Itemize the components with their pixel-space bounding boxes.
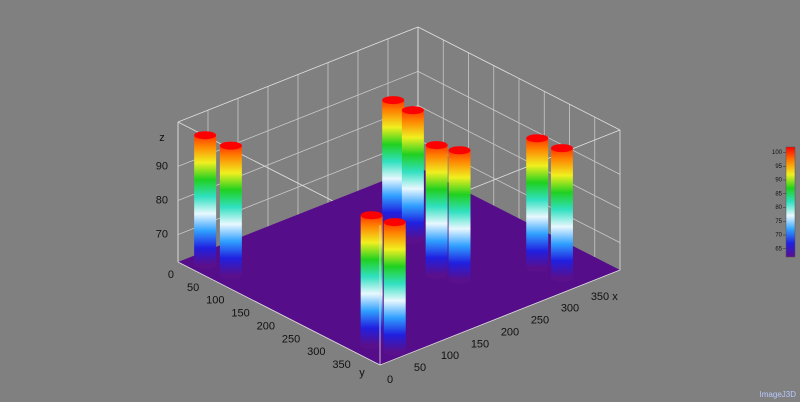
pillar [401, 106, 424, 244]
pillar-body [360, 215, 383, 345]
pillar-body [194, 135, 217, 265]
x-tick-label: 50 [414, 362, 426, 374]
watermark: ImageJ3D [760, 390, 797, 399]
pillar-cap [401, 106, 424, 115]
y-tick-label: 100 [206, 295, 224, 307]
grid-line [177, 139, 419, 236]
pillar-cap [382, 96, 405, 105]
y-tick-label: 200 [257, 320, 275, 332]
colorbar-bar [785, 146, 796, 258]
pillar-cap [550, 144, 573, 153]
y-tick-label: 150 [231, 308, 249, 320]
y-tick-label: 250 [282, 333, 300, 345]
colorbar-tick-label: 90 [775, 178, 782, 184]
pillar-body [401, 110, 424, 240]
colorbar-tick-label: 100 [772, 150, 783, 156]
colorbar-tick-label: 80 [775, 205, 782, 211]
pillar [382, 96, 405, 234]
grid-line [417, 70, 621, 175]
pillar [219, 141, 242, 280]
pillar-body [382, 100, 405, 230]
colorbar: 65 70 75 80 85 90 95 100 [772, 146, 796, 258]
pillar [360, 211, 383, 349]
pillar-cap [219, 141, 242, 150]
grid-line [177, 70, 419, 167]
x-tick-label: 350 [591, 291, 609, 303]
pillar-cap [425, 141, 448, 150]
pillar-body [526, 138, 549, 268]
pillar [526, 134, 549, 272]
z-axis-label: z [159, 132, 165, 144]
pillar-body [425, 145, 448, 275]
z-tick-label: 80 [156, 194, 168, 206]
box-edge [417, 26, 621, 131]
pillar-cap [526, 134, 549, 143]
colorbar-tick-label: 65 [775, 246, 782, 252]
colorbar-tick-label: 85 [775, 191, 782, 197]
axis-line [379, 269, 621, 366]
z-tick-label: 90 [156, 160, 168, 172]
pillar-body [383, 222, 406, 352]
y-tick-label: 50 [187, 282, 199, 294]
z-tick-label: 70 [156, 229, 168, 241]
pillar [425, 141, 448, 279]
pillar-body [448, 150, 471, 281]
y-tick-label: 350 [332, 359, 350, 371]
colorbar-tick-label: 70 [775, 233, 782, 239]
x-tick-label: 0 [387, 374, 393, 386]
x-tick-label: 250 [531, 315, 549, 327]
grid-line [177, 105, 419, 201]
pillar-cap [194, 131, 217, 140]
colorbar-tick-label: 75 [775, 219, 782, 225]
pillar-cap [383, 218, 406, 227]
pillar [448, 146, 471, 285]
x-tick-label: 150 [471, 338, 489, 350]
pillar-cap [448, 146, 471, 155]
x-tick-label: 300 [561, 303, 579, 315]
x-tick-label: 100 [441, 350, 459, 362]
colorbar-tick-label: 95 [775, 164, 782, 170]
x-axis-label: x [612, 291, 618, 303]
axis-line [177, 261, 381, 366]
pillar [194, 131, 217, 269]
y-tick-label: 300 [307, 346, 325, 358]
y-axis-label: y [359, 367, 365, 379]
grid-line [417, 105, 621, 209]
pillar-body [550, 148, 573, 278]
pillar [550, 144, 573, 282]
box-edge [177, 26, 419, 123]
pillar-cap [360, 211, 383, 220]
y-tick-label: 0 [168, 269, 174, 281]
pillar [383, 218, 406, 356]
x-tick-label: 200 [501, 326, 519, 338]
pillar-body [219, 145, 242, 276]
